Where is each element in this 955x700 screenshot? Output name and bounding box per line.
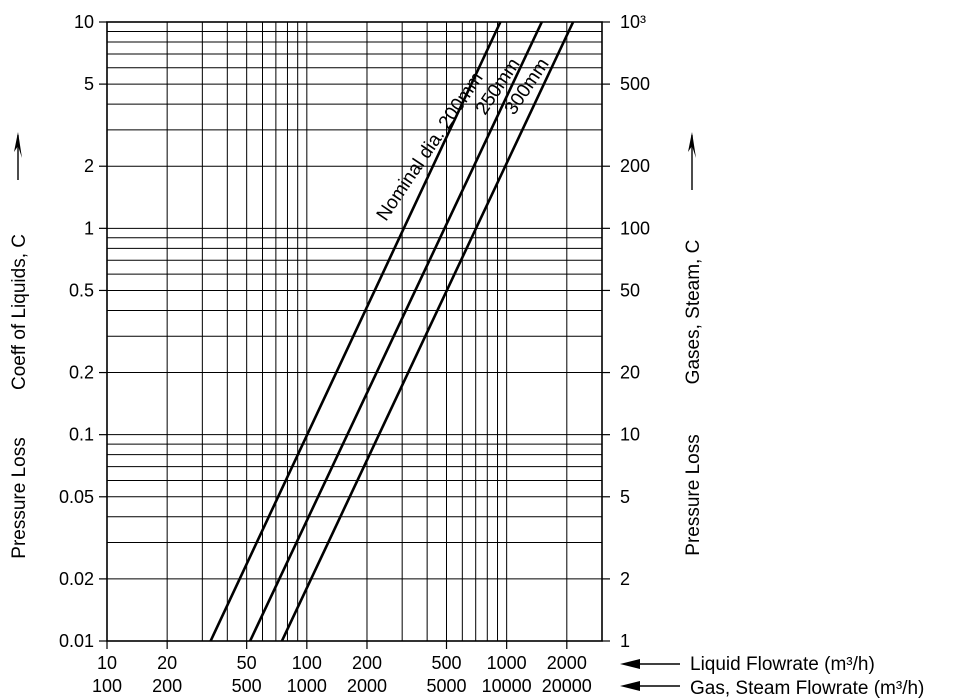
y-right-tick-label: 10³ (620, 12, 646, 32)
x-tick-label-gas: 1000 (287, 676, 327, 696)
y-tick-label: 5 (84, 74, 94, 94)
liquid-flowrate-label: Liquid Flowrate (m³/h) (690, 654, 875, 675)
x-tick-label-liquid: 200 (352, 653, 382, 673)
y-tick-label: 0.01 (59, 631, 94, 651)
series-lines (209, 21, 575, 642)
left-axis-title-coeff: Coeff of Liquids, C (9, 234, 30, 390)
right-axis-title-pressure-loss: Pressure Loss (683, 434, 704, 555)
y-tick-label: 2 (84, 156, 94, 176)
left-axis-title-pressure-loss: Pressure Loss (9, 437, 30, 558)
arrow-left-icon (620, 659, 680, 669)
y-tick-label: 0.02 (59, 569, 94, 589)
y-right-tick-label: 100 (620, 218, 650, 238)
x-tick-label-gas: 20000 (542, 676, 592, 696)
vertical-grid-lines (166, 22, 568, 641)
x-tick-label-liquid: 500 (431, 653, 461, 673)
y-right-tick-label: 500 (620, 74, 650, 94)
series-line-1 (248, 21, 543, 642)
y-right-tick-label: 50 (620, 280, 640, 300)
bottom-x-tick-labels-liquid: 10 20 50 100 200 500 1000 2000 (97, 641, 587, 673)
series-label-200mm: Nominal dia. 200mm (373, 69, 488, 225)
right-y-tick-labels: 10³ 500 200 100 50 20 10 5 2 1 (602, 12, 650, 651)
y-tick-label: 0.1 (69, 425, 94, 445)
y-right-tick-label: 10 (620, 425, 640, 445)
left-y-tick-labels: 10 5 2 1 0.5 0.2 0.1 0.05 0.02 0.01 (59, 12, 107, 651)
x-tick-label-liquid: 20 (157, 653, 177, 673)
series-line-2 (280, 21, 575, 642)
bottom-x-tick-labels-gas: 100 200 500 1000 2000 5000 10000 20000 (92, 676, 592, 696)
x-tick-label-liquid: 1000 (487, 653, 527, 673)
y-right-tick-label: 2 (620, 569, 630, 589)
y-tick-label: 1 (84, 218, 94, 238)
y-right-tick-label: 20 (620, 363, 640, 383)
x-tick-label-gas: 500 (232, 676, 262, 696)
y-tick-label: 0.5 (69, 280, 94, 300)
y-tick-label: 10 (74, 12, 94, 32)
y-right-tick-label: 5 (620, 487, 630, 507)
x-tick-label-gas: 2000 (347, 676, 387, 696)
arrow-up-icon (688, 132, 696, 190)
arrow-up-icon (14, 132, 22, 180)
x-tick-label-gas: 100 (92, 676, 122, 696)
x-tick-label-gas: 10000 (482, 676, 532, 696)
x-tick-label-gas: 5000 (426, 676, 466, 696)
y-right-tick-label: 1 (620, 631, 630, 651)
x-tick-label-liquid: 50 (237, 653, 257, 673)
gas-flowrate-label: Gas, Steam Flowrate (m³/h) (690, 678, 924, 699)
arrow-left-icon (620, 681, 680, 691)
horizontal-grid-lines (107, 30, 602, 580)
x-tick-label-liquid: 2000 (547, 653, 587, 673)
x-tick-label-gas: 200 (152, 676, 182, 696)
y-right-tick-label: 200 (620, 156, 650, 176)
x-tick-label-liquid: 100 (292, 653, 322, 673)
y-tick-label: 0.2 (69, 363, 94, 383)
plot-frame (106, 21, 603, 642)
series-line-0 (209, 21, 502, 642)
x-tick-label-liquid: 10 (97, 653, 117, 673)
y-tick-label: 0.05 (59, 487, 94, 507)
right-axis-title-gases: Gases, Steam, C (683, 240, 704, 385)
